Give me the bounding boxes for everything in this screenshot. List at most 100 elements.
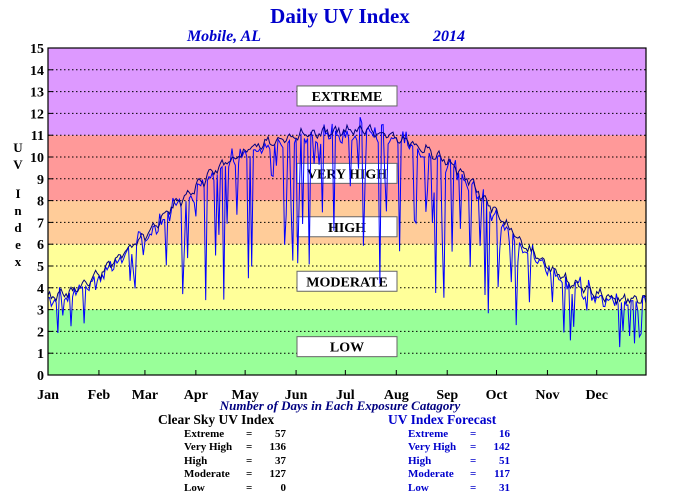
x-tick-label: Jul <box>336 388 355 403</box>
chart-title: Daily UV Index <box>270 4 410 28</box>
y-axis-label-letter: I <box>15 186 20 201</box>
y-tick-label: 1 <box>37 347 44 362</box>
y-tick-label: 2 <box>37 325 44 340</box>
stats-value: 142 <box>493 441 511 453</box>
band-label: MODERATE <box>306 275 387 290</box>
stats-row: Low = 31 <box>408 482 510 496</box>
forecast-line <box>47 116 647 348</box>
band-label-box <box>296 270 398 292</box>
stats-equals: = <box>470 454 477 467</box>
y-axis-label-letter: x <box>15 254 22 269</box>
clear-sky-stats: Clear Sky UV Index Extreme = 57 Very High = 1… <box>158 413 286 495</box>
stats-row: Low = 0 <box>184 482 286 496</box>
stats-equals: = <box>246 454 253 467</box>
y-tick-label: 11 <box>31 129 44 144</box>
stats-equals: = <box>470 441 477 453</box>
stats-row: Extreme = 16 <box>408 428 510 442</box>
stats-label: Very High <box>184 441 233 453</box>
stats-label: High <box>408 454 432 467</box>
stats-label: High <box>184 454 208 467</box>
stats-value: 57 <box>275 427 286 440</box>
y-tick-label: 7 <box>37 216 44 231</box>
stats-label: Extreme <box>408 427 449 440</box>
band-label: EXTREME <box>312 90 383 105</box>
y-tick-label: 6 <box>37 238 44 253</box>
stats-equals: = <box>246 481 253 494</box>
chart-location: Mobile, AL <box>186 28 261 45</box>
band-label-box <box>296 336 398 358</box>
y-tick-label: 13 <box>30 86 44 101</box>
x-tick-label: May <box>232 388 259 403</box>
stats-equals: = <box>246 468 253 480</box>
x-tick-label: Feb <box>88 388 111 403</box>
x-tick-label: Aug <box>384 388 409 403</box>
band-label: VERY HIGH <box>307 167 387 182</box>
stats-label: Moderate <box>184 468 230 480</box>
stats-equals: = <box>470 468 477 480</box>
y-tick-label: 8 <box>37 195 44 210</box>
stats-equals: = <box>470 427 477 440</box>
stats-row: Very High = 136 <box>184 441 286 455</box>
x-axis-ticks: Jan Feb Mar Apr May Jun Jul Aug Sep Oct Nov Dec <box>37 370 608 403</box>
stats-label: Low <box>184 481 205 494</box>
stats-row: Extreme = 57 <box>184 428 286 442</box>
y-tick-label: 5 <box>37 260 44 275</box>
y-tick-label: 12 <box>30 107 44 122</box>
x-tick-label: Nov <box>535 388 559 403</box>
stats-label: Very High <box>408 441 457 453</box>
y-tick-label: 9 <box>37 173 44 188</box>
forecast-series <box>47 116 647 348</box>
x-axis-label: Number of Days in Each Exposure Catagory <box>219 398 461 413</box>
y-tick-label: 4 <box>37 282 44 297</box>
x-tick-label: Oct <box>486 388 508 403</box>
forecast-stats-title: UV Index Forecast <box>388 412 497 427</box>
y-axis-label-letter: d <box>14 220 22 235</box>
band-label-box <box>296 85 398 107</box>
y-axis-label-letter: V <box>13 157 23 172</box>
stats-row: Very High = 142 <box>408 441 510 455</box>
stats-value: 51 <box>499 454 510 467</box>
clear-sky-stats-title: Clear Sky UV Index <box>158 412 275 427</box>
y-axis-label-letter: e <box>15 237 21 252</box>
stats-equals: = <box>246 427 253 440</box>
y-tick-label: 15 <box>30 42 44 57</box>
stats-label: Low <box>408 481 429 494</box>
band-label: LOW <box>330 341 364 356</box>
x-tick-label: Mar <box>132 388 158 403</box>
stats-label: Moderate <box>408 468 454 480</box>
forecast-stats: UV Index Forecast Extreme = 16 Very High = 14… <box>388 413 510 495</box>
clear-sky-line <box>47 123 647 306</box>
stats-value: 136 <box>269 441 287 453</box>
y-tick-label: 14 <box>30 64 44 79</box>
y-tick-label: 3 <box>37 304 44 319</box>
stats-value: 0 <box>280 481 287 494</box>
chart-year: 2014 <box>432 28 465 45</box>
clear-sky-series <box>47 123 647 306</box>
x-tick-label: Dec <box>585 388 608 403</box>
stats-label: Extreme <box>184 427 225 440</box>
y-axis-label-letter: n <box>14 203 22 218</box>
x-tick-label: Jan <box>37 388 59 403</box>
x-tick-label: Sep <box>436 388 458 403</box>
stats-row: High = 51 <box>408 455 510 469</box>
stats-row: Moderate = 127 <box>184 468 286 482</box>
x-tick-label: Jun <box>285 388 308 403</box>
band-label: HIGH <box>328 221 366 236</box>
plot-frame <box>47 47 647 376</box>
y-tick-label: 10 <box>30 151 44 166</box>
y-axis-label-letter: U <box>13 140 23 155</box>
stats-value: 31 <box>499 481 510 494</box>
stats-value: 37 <box>275 454 286 467</box>
stats-row: High = 37 <box>184 455 286 469</box>
stats-equals: = <box>246 441 253 453</box>
x-tick-label: Apr <box>184 388 208 403</box>
stats-value: 127 <box>269 468 287 480</box>
y-tick-label: 0 <box>37 369 44 384</box>
stats-value: 16 <box>499 427 510 440</box>
stats-value: 117 <box>494 468 510 480</box>
stats-row: Moderate = 117 <box>408 468 510 482</box>
stats-equals: = <box>470 481 477 494</box>
